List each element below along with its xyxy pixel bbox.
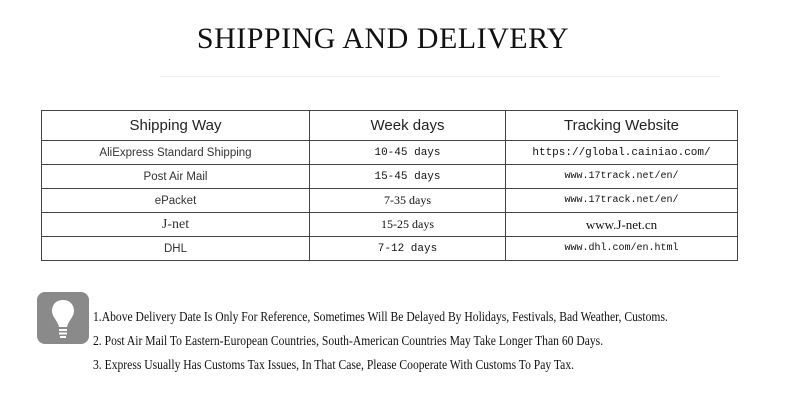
- shipping-table: Shipping Way Week days Tracking Website …: [41, 110, 738, 261]
- shipping-way: AliExpress Standard Shipping: [41, 140, 310, 165]
- table-header-row: Shipping Way Week days Tracking Website: [41, 110, 738, 141]
- shipping-way: DHL: [41, 236, 310, 261]
- header-tracking-website: Tracking Website: [505, 110, 738, 141]
- table-row: DHL 7-12 days www.dhl.com/en.html: [41, 236, 738, 261]
- week-days: 7-35 days: [309, 188, 506, 213]
- note-item: 1.Above Delivery Date Is Only For Refere…: [93, 309, 668, 324]
- shipping-way: ePacket: [41, 188, 310, 213]
- week-days: 7-12 days: [309, 236, 506, 261]
- tracking-website: www.17track.net/en/: [505, 188, 738, 213]
- title-divider: [160, 76, 720, 77]
- notes-list: 1.Above Delivery Date Is Only For Refere…: [93, 308, 761, 380]
- week-days: 15-45 days: [309, 164, 506, 189]
- shipping-way: Post Air Mail: [41, 164, 310, 189]
- table-row: J-net 15-25 days www.J-net.cn: [41, 212, 738, 237]
- note-item: 2. Post Air Mail To Eastern-European Cou…: [93, 333, 604, 348]
- tracking-website: www.17track.net/en/: [505, 164, 738, 189]
- header-shipping-way: Shipping Way: [41, 110, 310, 141]
- table-row: AliExpress Standard Shipping 10-45 days …: [41, 140, 738, 165]
- header-week-days: Week days: [309, 110, 506, 141]
- week-days: 10-45 days: [309, 140, 506, 165]
- lightbulb-icon: [37, 292, 89, 344]
- tracking-website: www.J-net.cn: [505, 212, 738, 237]
- week-days: 15-25 days: [309, 212, 506, 237]
- tracking-website: www.dhl.com/en.html: [505, 236, 738, 261]
- shipping-way: J-net: [41, 212, 310, 237]
- table-row: Post Air Mail 15-45 days www.17track.net…: [41, 164, 738, 189]
- table-row: ePacket 7-35 days www.17track.net/en/: [41, 188, 738, 213]
- page-title: SHIPPING AND DELIVERY: [196, 22, 570, 55]
- tracking-website: https://global.cainiao.com/: [505, 140, 738, 165]
- note-item: 3. Express Usually Has Customs Tax Issue…: [93, 357, 575, 372]
